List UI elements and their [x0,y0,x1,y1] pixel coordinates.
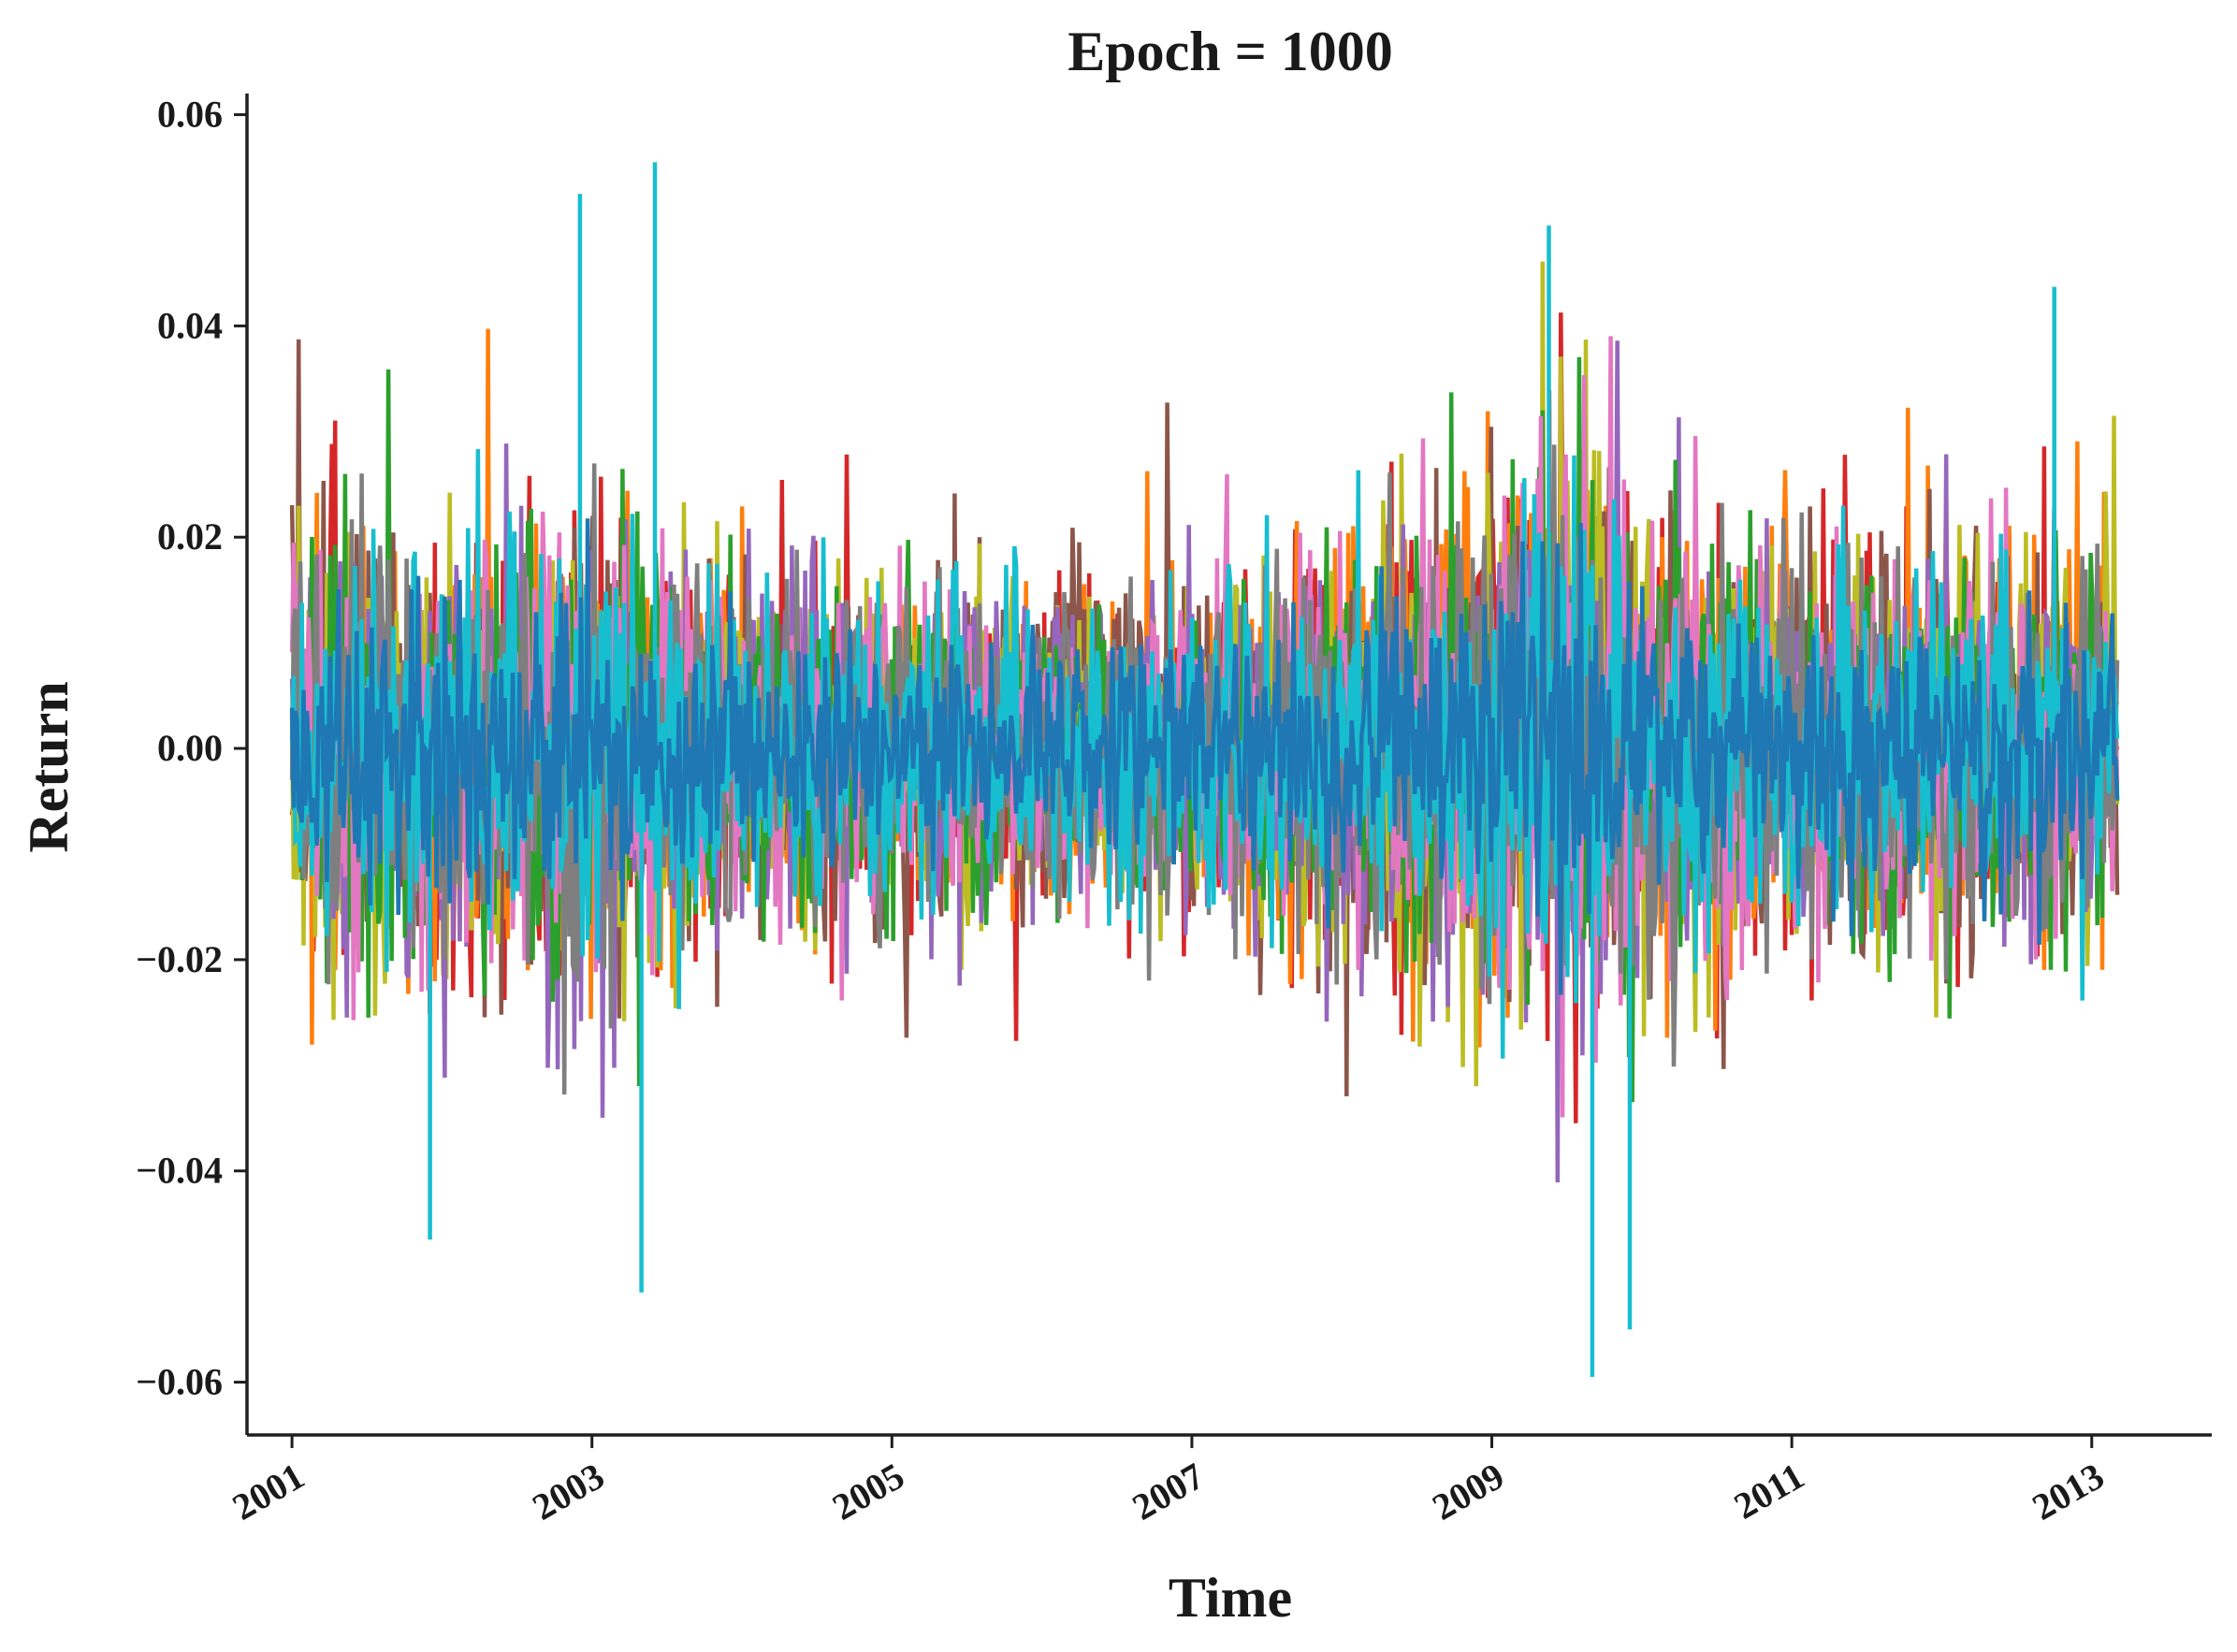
y-tick-label: 0.04 [157,304,223,346]
y-tick-label: −0.02 [136,938,223,980]
x-tick-label: 2009 [1425,1455,1511,1529]
x-tick-label: 2005 [825,1455,911,1529]
series-line [289,518,2120,995]
x-tick-label: 2013 [2025,1455,2111,1529]
x-tick-label: 2001 [225,1455,312,1529]
x-tick-label: 2003 [525,1455,611,1529]
y-tick-label: −0.06 [136,1361,223,1403]
plot-area [289,162,2120,1377]
y-tick-label: 0.06 [157,94,223,136]
chart-title: Epoch = 1000 [1068,21,1393,82]
y-tick-label: −0.04 [136,1150,223,1192]
y-tick-label: 0.02 [157,515,223,558]
y-tick-label: 0.00 [157,727,223,769]
x-axis-label: Time [1169,1567,1292,1629]
y-axis-label: Return [18,681,80,852]
x-tick-label: 2011 [1727,1455,1811,1528]
x-tick-label: 2007 [1126,1455,1212,1529]
y-axis-ticks: −0.06 −0.04 −0.02 0.00 0.02 0.04 0.06 [136,94,247,1403]
x-axis-ticks: 2001 2003 2005 2007 2009 2011 2013 [225,1435,2111,1529]
